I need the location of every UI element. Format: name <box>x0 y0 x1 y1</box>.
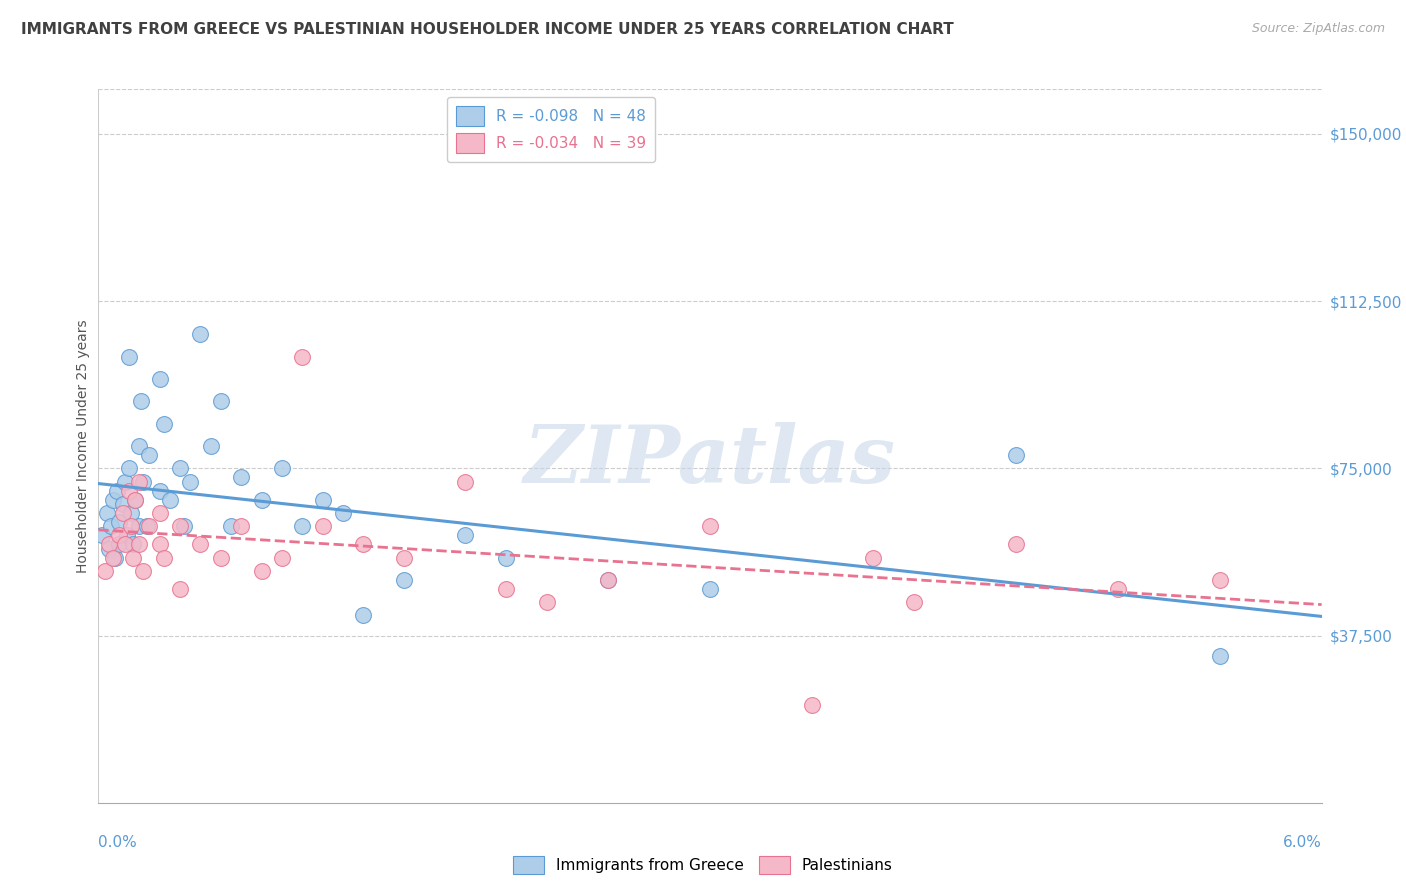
Point <box>454 528 477 542</box>
Point <box>209 550 232 565</box>
Point <box>149 537 172 551</box>
Point <box>169 461 191 475</box>
Point <box>231 519 253 533</box>
Legend: Immigrants from Greece, Palestinians: Immigrants from Greece, Palestinians <box>508 850 898 880</box>
Text: IMMIGRANTS FROM GREECE VS PALESTINIAN HOUSEHOLDER INCOME UNDER 25 YEARS CORRELAT: IMMIGRANTS FROM GREECE VS PALESTINIAN HO… <box>21 22 953 37</box>
Point <box>124 492 146 507</box>
Point <box>352 537 374 551</box>
Point <box>101 492 124 507</box>
Point <box>270 550 292 565</box>
Point <box>1208 573 1232 587</box>
Point <box>91 528 114 542</box>
Text: ZIPatlas: ZIPatlas <box>524 422 896 499</box>
Point <box>138 448 160 462</box>
Point <box>250 492 273 507</box>
Point <box>105 483 128 498</box>
Point <box>97 541 120 556</box>
Point <box>108 528 131 542</box>
Point <box>495 582 517 596</box>
Point <box>149 506 172 520</box>
Point <box>115 528 138 542</box>
Point <box>122 550 145 565</box>
Point <box>352 608 374 623</box>
Point <box>138 519 160 533</box>
Point <box>188 327 212 342</box>
Point <box>97 537 120 551</box>
Point <box>291 519 314 533</box>
Point <box>219 519 242 533</box>
Point <box>311 492 335 507</box>
Point <box>392 573 416 587</box>
Legend: R = -0.098   N = 48, R = -0.034   N = 39: R = -0.098 N = 48, R = -0.034 N = 39 <box>447 97 655 162</box>
Point <box>598 573 620 587</box>
Point <box>699 582 721 596</box>
Point <box>152 550 174 565</box>
Point <box>179 475 201 489</box>
Point <box>200 439 222 453</box>
Point <box>128 439 150 453</box>
Point <box>100 519 122 533</box>
Point <box>495 550 517 565</box>
Point <box>118 483 141 498</box>
Point <box>149 483 172 498</box>
Point <box>120 506 142 520</box>
Point <box>129 394 152 409</box>
Text: 0.0%: 0.0% <box>98 835 138 850</box>
Point <box>111 497 134 511</box>
Point <box>699 519 721 533</box>
Point <box>1004 448 1026 462</box>
Point <box>101 550 124 565</box>
Point <box>104 550 127 565</box>
Point <box>250 564 273 578</box>
Point <box>1107 582 1129 596</box>
Point <box>801 698 824 712</box>
Point <box>118 461 141 475</box>
Point <box>108 537 131 551</box>
Point <box>188 537 212 551</box>
Point <box>392 550 416 565</box>
Point <box>120 519 142 533</box>
Text: Source: ZipAtlas.com: Source: ZipAtlas.com <box>1251 22 1385 36</box>
Point <box>332 506 354 520</box>
Point <box>1004 537 1026 551</box>
Point <box>128 537 150 551</box>
Point <box>132 475 155 489</box>
Point <box>111 506 134 520</box>
Y-axis label: Householder Income Under 25 years: Householder Income Under 25 years <box>76 319 90 573</box>
Point <box>124 492 146 507</box>
Point <box>209 394 232 409</box>
Point <box>118 350 141 364</box>
Point <box>114 475 136 489</box>
Point <box>454 475 477 489</box>
Point <box>862 550 884 565</box>
Point <box>169 582 191 596</box>
Point <box>108 515 131 529</box>
Point <box>96 506 118 520</box>
Point <box>159 492 181 507</box>
Point <box>311 519 335 533</box>
Text: 6.0%: 6.0% <box>1282 835 1322 850</box>
Point <box>536 595 558 609</box>
Point <box>1208 648 1232 663</box>
Point <box>128 475 150 489</box>
Point <box>93 564 115 578</box>
Point <box>903 595 925 609</box>
Point <box>173 519 195 533</box>
Point <box>270 461 292 475</box>
Point <box>598 573 620 587</box>
Point <box>128 519 150 533</box>
Point <box>122 537 145 551</box>
Point <box>136 519 159 533</box>
Point <box>291 350 314 364</box>
Point <box>114 537 136 551</box>
Point <box>231 470 253 484</box>
Point <box>132 564 155 578</box>
Point <box>152 417 174 431</box>
Point <box>149 372 172 386</box>
Point <box>169 519 191 533</box>
